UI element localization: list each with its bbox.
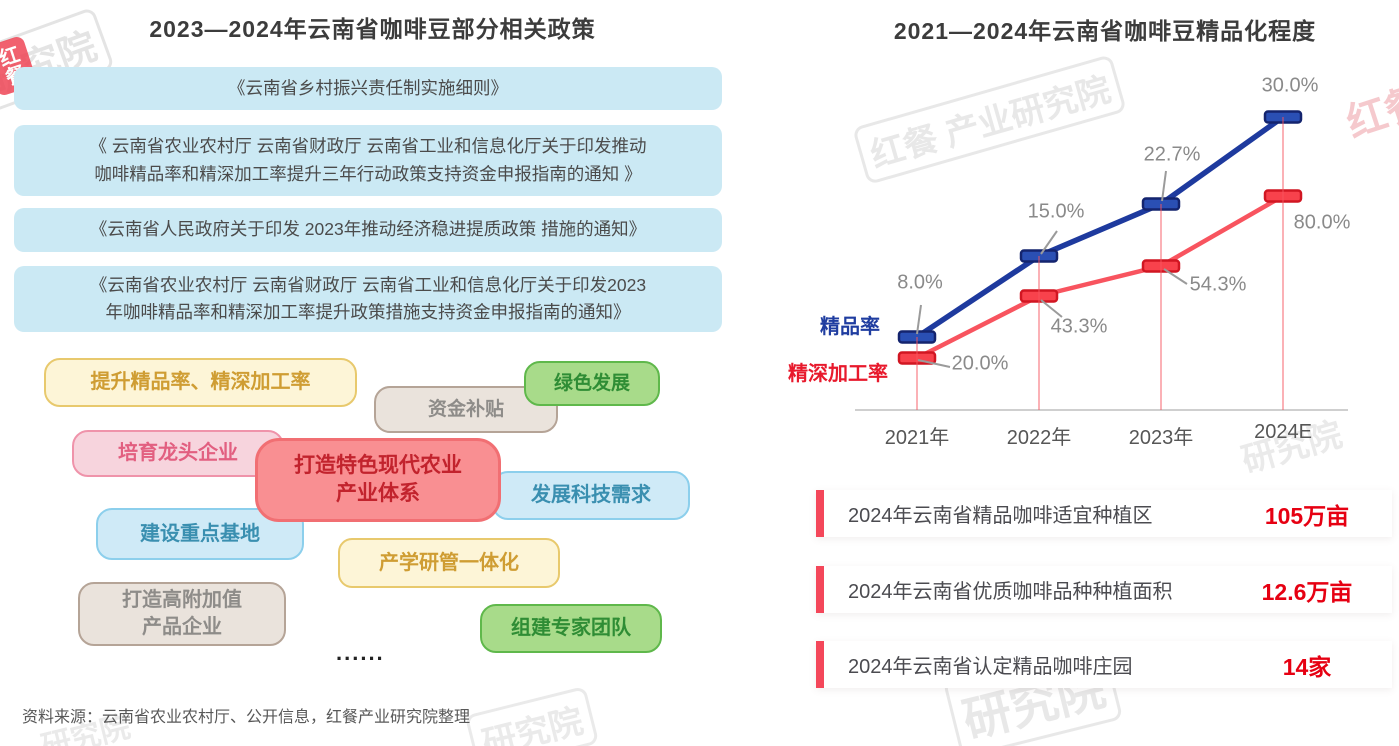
legend-premium-rate: 精品率 <box>820 316 880 338</box>
stat-label: 2024年云南省精品咖啡适宜种植区 <box>848 505 1153 527</box>
tag-quality-rate: 提升精品率、精深加工率 <box>44 358 357 407</box>
data-label-premium-2024: 30.0% <box>1261 74 1319 97</box>
tag-high-value-products: 打造高附加值 产品企业 <box>78 582 286 646</box>
data-label-processing-2022: 43.3% <box>1050 315 1108 338</box>
tag-label: 发展科技需求 <box>531 484 651 506</box>
chart-canvas <box>855 110 1348 411</box>
right-panel-title: 2021—2024年云南省咖啡豆精品化程度 <box>893 18 1317 44</box>
processing-rate-line <box>915 194 1285 361</box>
tag-green-development: 绿色发展 <box>524 361 660 406</box>
stat-value: 14家 <box>1282 653 1332 680</box>
premium-level-line-chart: 8.0% 15.0% 22.7% 30.0% 20.0% 43.3% 54.3%… <box>760 55 1380 465</box>
tag-label: 打造特色现代农业 <box>294 453 462 477</box>
x-tick-2023: 2023年 <box>1128 427 1194 449</box>
stat-row-variety-area: 2024年云南省优质咖啡品种种植面积 12.6万亩 <box>816 566 1392 613</box>
stat-row-certified-estates: 2024年云南省认定精品咖啡庄园 14家 <box>816 641 1392 688</box>
tag-label: 组建专家团队 <box>511 617 631 639</box>
stat-value: 12.6万亩 <box>1261 578 1353 605</box>
tag-expert-teams: 组建专家团队 <box>480 604 662 653</box>
data-label-premium-2022: 15.0% <box>1027 200 1085 223</box>
legend-processing-rate: 精深加工率 <box>788 363 888 385</box>
stat-row-planting-zone: 2024年云南省精品咖啡适宜种植区 105万亩 <box>816 490 1392 537</box>
policy-box: 《云南省人民政府关于印发 2023年推动经济稳进提质政策 措施的通知》 <box>14 208 722 252</box>
policy-text: 《云南省乡村振兴责任制实施细则》 <box>228 77 508 98</box>
source-note: 资料来源：云南省农业农村厅、公开信息，红餐产业研究院整理 <box>22 709 471 726</box>
left-panel-title: 2023—2024年云南省咖啡豆部分相关政策 <box>149 16 596 42</box>
data-label-premium-2021: 8.0% <box>897 271 943 294</box>
tag-label: 建设重点基地 <box>140 522 260 545</box>
stat-label: 2024年云南省优质咖啡品种种植面积 <box>848 581 1173 603</box>
stat-red-bar <box>816 641 824 688</box>
data-label-premium-2023: 22.7% <box>1143 143 1201 166</box>
policy-text: 《云南省人民政府关于印发 2023年推动经济稳进提质政策 措施的通知》 <box>89 219 647 240</box>
policy-text: 《云南省农业农村厅 云南省财政厅 云南省工业和信息化厅关于印发2023 <box>89 274 647 295</box>
data-label-processing-2023: 54.3% <box>1189 273 1247 296</box>
tag-label: 产业体系 <box>336 482 420 505</box>
tag-label: 培育龙头企业 <box>118 442 238 464</box>
drop-lines <box>916 117 1284 410</box>
x-tick-2022: 2022年 <box>1006 427 1072 449</box>
tag-label: 绿色发展 <box>553 372 630 394</box>
x-tick-2021: 2021年 <box>884 427 950 449</box>
tag-industry-academia: 产学研管一体化 <box>338 538 560 588</box>
policy-box: 《云南省乡村振兴责任制实施细则》 <box>14 67 722 110</box>
data-label-processing-2021: 20.0% <box>951 352 1009 375</box>
policy-box: 《云南省农业农村厅 云南省财政厅 云南省工业和信息化厅关于印发2023 年咖啡精… <box>14 266 722 332</box>
tag-label: 资金补贴 <box>427 398 504 420</box>
tag-leading-enterprises: 培育龙头企业 <box>72 430 284 477</box>
watermark: 研究院 <box>464 685 600 746</box>
tag-label: 产学研管一体化 <box>379 551 519 574</box>
stat-label: 2024年云南省认定精品咖啡庄园 <box>848 656 1133 678</box>
tag-key-bases: 建设重点基地 <box>96 508 304 560</box>
stat-red-bar <box>816 490 824 537</box>
tag-label: 产品企业 <box>142 616 222 638</box>
tag-label: 打造高附加值 <box>122 589 242 611</box>
tag-tech-development: 发展科技需求 <box>492 471 690 520</box>
label-connectors <box>916 170 1188 368</box>
premium-rate-line <box>915 114 1285 340</box>
policy-text: 年咖啡精品率和精深加工率提升政策措施支持资金申报指南的通知》 <box>105 302 631 322</box>
policy-box: 《 云南省农业农村厅 云南省财政厅 云南省工业和信息化厅关于印发推动 咖啡精品率… <box>14 125 722 196</box>
tag-modern-agriculture-system: 打造特色现代农业 产业体系 <box>255 438 501 522</box>
processing-rate-markers <box>897 189 1303 365</box>
stat-value: 105万亩 <box>1264 502 1350 529</box>
data-label-processing-2024: 80.0% <box>1293 211 1351 234</box>
policy-text: 咖啡精品率和精深加工率提升三年行动政策支持资金申报指南的通知 》 <box>94 163 642 184</box>
x-tick-2024: 2024E <box>1254 421 1312 443</box>
tag-label: 提升精品率、精深加工率 <box>90 371 311 393</box>
stat-red-bar <box>816 566 824 613</box>
ellipsis: ...... <box>336 640 385 665</box>
policy-text: 《 云南省农业农村厅 云南省财政厅 云南省工业和信息化厅关于印发推动 <box>89 136 647 157</box>
